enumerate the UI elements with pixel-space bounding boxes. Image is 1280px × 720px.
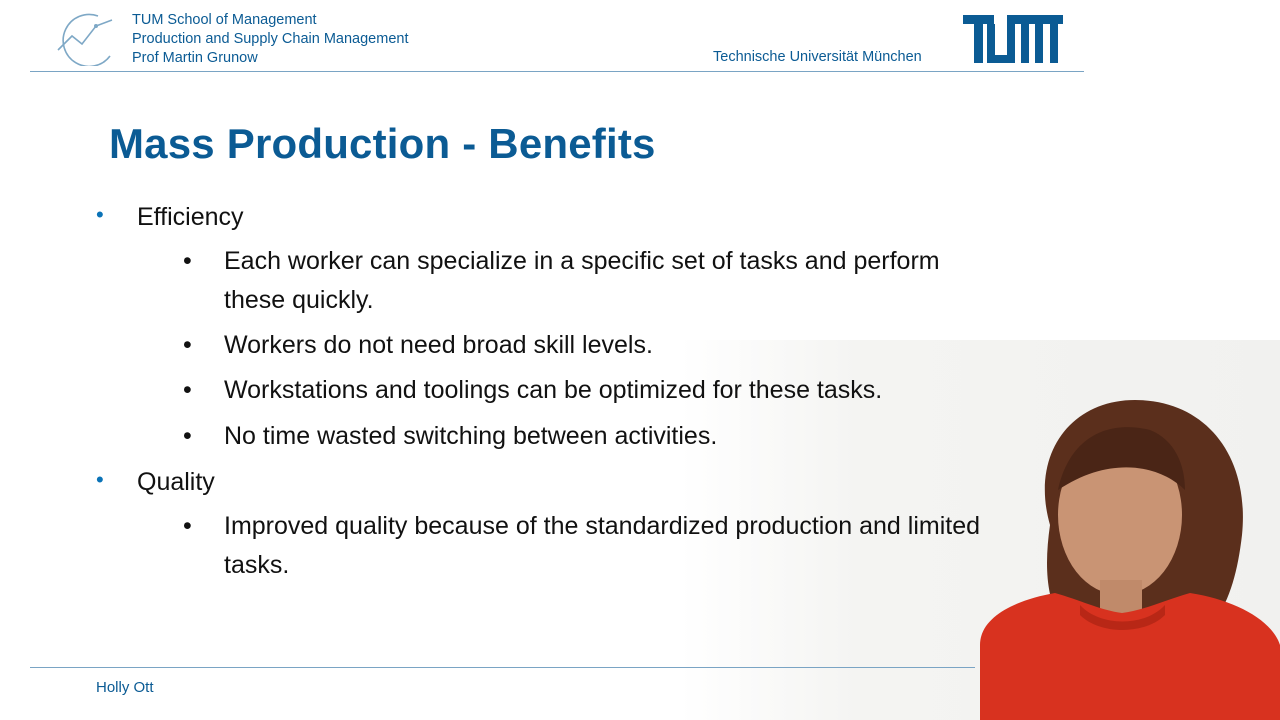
- bullet-dot-icon: •: [183, 331, 192, 359]
- bullet-dot-icon: •: [96, 202, 104, 227]
- bullet-dot-icon: •: [183, 247, 192, 275]
- list-item-text: Each worker can specialize in a specific…: [224, 247, 940, 314]
- footer-divider: [30, 667, 975, 668]
- header-professor: Prof Martin Grunow: [132, 50, 258, 66]
- header-divider: [30, 71, 1084, 72]
- list-item-text: No time wasted switching between activit…: [224, 422, 718, 450]
- list-item-text: Improved quality because of the standard…: [224, 512, 981, 579]
- list-item-text: Workers do not need broad skill levels.: [224, 331, 653, 359]
- section-heading: Efficiency: [137, 203, 244, 231]
- section-heading: Quality: [137, 468, 215, 496]
- list-item-text: Workstations and toolings can be optimiz…: [224, 376, 883, 404]
- header-institution: TUM School of Management Production and …: [132, 11, 408, 68]
- bullet-dot-icon: •: [96, 467, 104, 492]
- bullet-dot-icon: •: [183, 376, 192, 404]
- header-chair: Production and Supply Chain Management: [132, 31, 409, 47]
- header-school: TUM School of Management: [132, 12, 317, 28]
- tum-logo-icon: [963, 15, 1063, 63]
- bullet-dot-icon: •: [183, 422, 192, 450]
- presenter-video: [980, 400, 1280, 720]
- slide-title: Mass Production - Benefits: [109, 120, 656, 167]
- presenter-name: Holly Ott: [96, 679, 154, 696]
- tum-management-logo-icon: [57, 13, 113, 66]
- bullet-dot-icon: •: [183, 512, 192, 540]
- university-name: Technische Universität München: [713, 49, 922, 65]
